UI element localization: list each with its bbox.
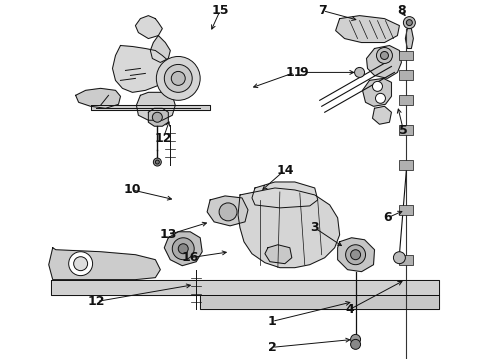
- Text: 15: 15: [211, 4, 229, 17]
- Polygon shape: [51, 280, 439, 294]
- Text: 7: 7: [318, 4, 327, 17]
- Polygon shape: [164, 232, 202, 266]
- Text: 6: 6: [383, 211, 392, 224]
- Circle shape: [172, 238, 194, 260]
- Polygon shape: [238, 188, 340, 268]
- Polygon shape: [200, 294, 439, 310]
- Polygon shape: [338, 238, 374, 272]
- Polygon shape: [113, 45, 172, 92]
- Circle shape: [355, 67, 365, 77]
- Polygon shape: [265, 245, 292, 264]
- Circle shape: [372, 81, 383, 91]
- Circle shape: [406, 20, 413, 26]
- Polygon shape: [252, 182, 318, 208]
- Circle shape: [350, 250, 361, 260]
- Bar: [399, 160, 414, 170]
- Bar: [399, 255, 414, 265]
- Bar: [399, 205, 414, 215]
- Text: 3: 3: [311, 221, 319, 234]
- Bar: [399, 50, 414, 60]
- Circle shape: [153, 158, 161, 166]
- Polygon shape: [150, 36, 171, 62]
- Polygon shape: [136, 92, 175, 120]
- Circle shape: [178, 244, 188, 254]
- Text: 12: 12: [88, 295, 105, 308]
- Polygon shape: [336, 15, 399, 42]
- Text: 16: 16: [181, 251, 199, 264]
- Circle shape: [375, 93, 386, 103]
- Text: 9: 9: [299, 66, 308, 79]
- Polygon shape: [207, 196, 248, 226]
- Circle shape: [376, 48, 392, 63]
- Text: 13: 13: [160, 228, 177, 241]
- Polygon shape: [372, 106, 392, 124]
- Text: 14: 14: [276, 163, 294, 176]
- Bar: [399, 95, 414, 105]
- Circle shape: [350, 334, 361, 345]
- Circle shape: [164, 64, 192, 92]
- Text: 12: 12: [154, 132, 172, 145]
- Text: 11: 11: [286, 66, 304, 79]
- Polygon shape: [49, 248, 160, 280]
- Polygon shape: [91, 105, 210, 110]
- Text: 4: 4: [345, 303, 354, 316]
- Circle shape: [345, 245, 366, 265]
- Bar: [399, 125, 414, 135]
- Circle shape: [152, 112, 162, 122]
- Circle shape: [393, 252, 405, 264]
- Text: 2: 2: [268, 341, 276, 354]
- Polygon shape: [367, 45, 401, 78]
- Circle shape: [350, 339, 361, 349]
- Text: 5: 5: [399, 124, 408, 137]
- Polygon shape: [75, 88, 121, 108]
- Text: 8: 8: [397, 4, 406, 17]
- Circle shape: [69, 252, 93, 276]
- Polygon shape: [405, 28, 414, 49]
- Circle shape: [172, 71, 185, 85]
- Polygon shape: [363, 78, 392, 106]
- Circle shape: [155, 160, 159, 164]
- Text: 1: 1: [268, 315, 276, 328]
- Circle shape: [403, 17, 416, 28]
- Text: 10: 10: [123, 184, 141, 197]
- Bar: [399, 71, 414, 80]
- Polygon shape: [135, 15, 162, 39]
- Circle shape: [156, 57, 200, 100]
- Circle shape: [380, 51, 389, 59]
- Polygon shape: [148, 108, 168, 126]
- Circle shape: [74, 257, 88, 271]
- Circle shape: [219, 203, 237, 221]
